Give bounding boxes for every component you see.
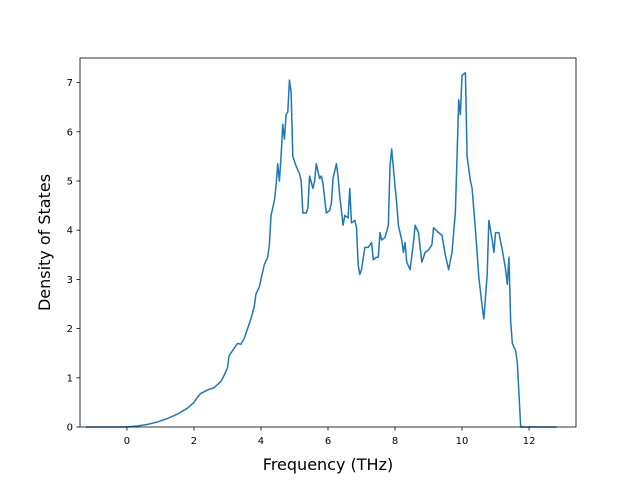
plot-frame: [79, 57, 577, 428]
dos-series-line: [85, 72, 557, 428]
y-tick-label: 2: [67, 324, 73, 335]
y-tick-label: 7: [67, 78, 73, 89]
y-axis-label: Density of States: [35, 174, 54, 311]
y-tick-label: 4: [67, 226, 73, 237]
y-tick-label: 1: [67, 373, 73, 384]
x-tick-label: 4: [258, 436, 264, 447]
y-tick-label: 0: [67, 423, 73, 434]
x-axis-label: Frequency (THz): [263, 455, 393, 474]
y-tick-label: 5: [67, 177, 73, 188]
x-tick-label: 8: [392, 436, 398, 447]
y-tick-label: 3: [67, 275, 73, 286]
x-tick-label: 6: [325, 436, 331, 447]
x-tick-label: 12: [523, 436, 536, 447]
x-tick-label: 0: [124, 436, 130, 447]
x-tick-label: 2: [191, 436, 197, 447]
y-tick-label: 6: [67, 127, 73, 138]
x-tick-label: 10: [456, 436, 469, 447]
